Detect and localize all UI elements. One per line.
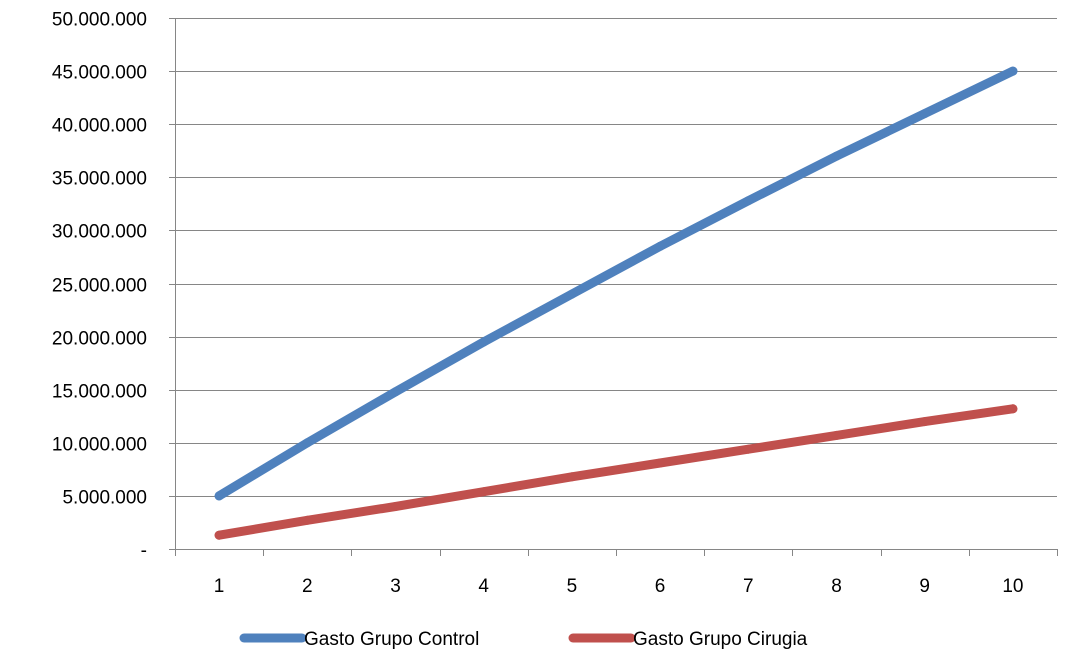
data-point	[567, 289, 577, 299]
y-tick-label: 10.000.000	[52, 435, 147, 456]
data-point	[655, 458, 665, 468]
y-axis-tick-labels: - 5.000.000 10.000.000 15.000.000 20.000.000…	[52, 10, 147, 562]
x-tick-label: 2	[302, 576, 313, 597]
data-point	[214, 530, 224, 540]
y-tick-label: 5.000.000	[62, 488, 147, 509]
data-point	[302, 515, 312, 525]
x-tick-label: 10	[1002, 576, 1023, 597]
y-tick-label: 45.000.000	[52, 63, 147, 84]
x-tick-label: 6	[655, 576, 666, 597]
legend: Gasto Grupo Control Gasto Grupo Cirugia	[239, 629, 808, 650]
legend-label: Gasto Grupo Cirugia	[633, 629, 808, 650]
y-tick-label: 50.000.000	[52, 10, 147, 31]
data-point	[920, 417, 930, 427]
y-tick-label: 20.000.000	[52, 329, 147, 350]
series-line	[214, 404, 1018, 540]
y-tick-label: 35.000.000	[52, 169, 147, 190]
data-point	[832, 430, 841, 440]
data-point	[391, 387, 400, 397]
axes	[169, 18, 1058, 556]
x-tick-label: 9	[919, 576, 930, 597]
data-point	[1008, 66, 1018, 76]
y-tick-label: 40.000.000	[52, 116, 147, 137]
data-point	[832, 151, 841, 161]
y-tick-label: -	[141, 541, 147, 562]
x-tick-label: 4	[478, 576, 489, 597]
x-tick-label: 3	[390, 576, 401, 597]
series-lines	[214, 66, 1018, 540]
data-point	[1008, 404, 1018, 414]
data-point	[567, 472, 577, 482]
y-tick-label: 15.000.000	[52, 382, 147, 403]
x-tick-label: 5	[567, 576, 578, 597]
legend-item: Gasto Grupo Cirugia	[568, 629, 808, 650]
data-point	[655, 241, 665, 251]
series-2	[214, 404, 1018, 540]
data-point	[920, 109, 930, 119]
series-1	[214, 66, 1018, 501]
data-point	[214, 491, 224, 501]
legend-item: Gasto Grupo Control	[239, 629, 479, 650]
x-tick-label: 7	[743, 576, 754, 597]
x-tick-label: 8	[831, 576, 842, 597]
x-tick-label: 1	[214, 576, 225, 597]
data-point	[743, 444, 753, 454]
x-axis-tick-labels: 1 2 3 4 5 6 7 8 9 10	[214, 576, 1024, 597]
y-tick-label: 25.000.000	[52, 276, 147, 297]
legend-label: Gasto Grupo Control	[304, 629, 479, 650]
data-point	[743, 196, 753, 206]
data-point	[391, 502, 400, 511]
data-point	[479, 337, 489, 347]
data-point	[479, 487, 489, 497]
gridlines	[175, 18, 1057, 497]
data-point	[302, 438, 312, 448]
y-tick-label: 30.000.000	[52, 222, 147, 243]
series-line	[214, 66, 1018, 501]
